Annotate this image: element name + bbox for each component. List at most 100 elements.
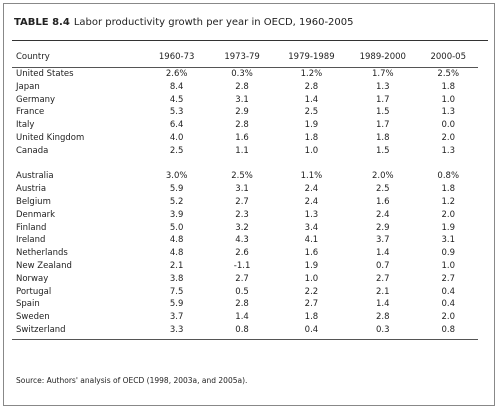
country-cell: Netherlands — [16, 248, 68, 259]
country-cell: United Kingdom — [16, 132, 85, 143]
value-cell: 1.1 — [235, 145, 249, 156]
value-cell: 3.3 — [144, 323, 209, 340]
country-cell: Spain — [16, 299, 40, 310]
value-cell: 0.4 — [275, 323, 348, 340]
country-cell: Australia — [16, 171, 54, 182]
value-cell: 1.5 — [376, 107, 390, 118]
value-cell: 2.8 — [235, 81, 249, 92]
value-cell: 2.9 — [235, 107, 249, 118]
value-cell: 1.6 — [235, 132, 249, 143]
table-row: Norway 3.8 2.7 1.0 2.7 2.7 — [12, 273, 478, 286]
value-cell: 1.7% — [371, 69, 394, 79]
value-cell: 4.5 — [169, 94, 184, 105]
value-cell: 0.0 — [441, 120, 455, 131]
country-cell: Italy — [16, 120, 35, 131]
value-cell: 1.9 — [441, 222, 455, 233]
value-cell: 8.4 — [169, 81, 184, 92]
table-row: Japan 8.4 2.8 2.8 1.3 1.8 — [12, 81, 478, 94]
value-cell: 2.8 — [235, 120, 249, 131]
table-row: Ireland 4.8 4.3 4.1 3.7 3.1 — [12, 234, 478, 247]
value-cell: 1.8 — [304, 132, 319, 143]
value-cell: 2.0% — [371, 171, 394, 182]
value-cell: 7.5 — [169, 286, 184, 297]
value-cell: 1.0 — [441, 260, 455, 271]
value-cell: 0.3% — [231, 69, 253, 79]
value-cell: 1.7 — [376, 94, 390, 105]
value-cell: 2.0 — [441, 312, 455, 323]
value-cell: 0.7 — [376, 260, 390, 271]
value-cell: 2.8 — [304, 81, 319, 92]
value-cell: 5.9 — [169, 184, 184, 195]
column-header: 1979-1989 — [275, 50, 348, 68]
table-row: Belgium 5.2 2.7 2.4 1.6 1.2 — [12, 196, 478, 209]
value-cell: 1.2% — [300, 69, 323, 79]
value-cell: 1.0 — [441, 94, 455, 105]
country-cell: Belgium — [16, 196, 51, 207]
value-cell: 3.1 — [235, 184, 249, 195]
value-cell: 1.0 — [304, 145, 319, 156]
value-cell: 1.4 — [304, 94, 319, 105]
value-cell: 2.0 — [441, 209, 455, 220]
value-cell: 1.4 — [376, 248, 390, 259]
table: Country 1960-73 1973-79 1979-1989 1989-2000 2… — [12, 50, 478, 340]
country-cell: France — [16, 107, 45, 118]
value-cell: 5.9 — [169, 299, 184, 310]
value-cell: 1.3 — [304, 209, 319, 220]
value-cell: 4.0 — [169, 132, 184, 143]
value-cell: 3.1 — [441, 235, 455, 246]
value-cell: 0.8 — [208, 323, 276, 340]
value-cell: 1.1% — [300, 171, 323, 182]
value-cell: 2.4 — [304, 196, 319, 207]
value-cell: 3.7 — [376, 235, 390, 246]
value-cell: 1.5 — [376, 145, 390, 156]
value-cell: 3.2 — [235, 222, 249, 233]
country-cell: Portugal — [16, 286, 52, 297]
value-cell: 5.2 — [169, 196, 184, 207]
table-row: Finland 5.0 3.2 3.4 2.9 1.9 — [12, 222, 478, 235]
table-body: United States 2.6% 0.3% 1.2% 1.7% 2.5% Japan 8.… — [12, 68, 478, 340]
country-cell: New Zealand — [16, 260, 72, 271]
column-header: 1989-2000 — [347, 50, 419, 68]
value-cell: 2.8 — [235, 299, 249, 310]
spacer — [12, 158, 478, 171]
value-cell: 0.5 — [235, 286, 249, 297]
value-cell: 0.9 — [441, 248, 455, 259]
table-row: Germany 4.5 3.1 1.4 1.7 1.0 — [12, 94, 478, 107]
table-title: TABLE 8.4 Labor productivity growth per y… — [14, 17, 354, 28]
value-cell: 3.0% — [165, 171, 188, 182]
table-caption: Labor productivity growth per year in OE… — [73, 17, 354, 28]
value-cell: 2.3 — [235, 209, 249, 220]
table-row: Canada 2.5 1.1 1.0 1.5 1.3 — [12, 145, 478, 158]
value-cell: 1.6 — [304, 248, 319, 259]
value-cell: 2.4 — [376, 209, 390, 220]
value-cell: 2.7 — [441, 273, 455, 284]
value-cell: -1.1 — [233, 260, 251, 271]
value-cell: 3.9 — [169, 209, 184, 220]
value-cell: 1.0 — [304, 273, 319, 284]
header-row: Country 1960-73 1973-79 1979-1989 1989-2000 2… — [12, 50, 478, 68]
table-row: Sweden 3.7 1.4 1.8 2.8 2.0 — [12, 311, 478, 324]
table-row: Australia 3.0% 2.5% 1.1% 2.0% 0.8% — [12, 170, 478, 183]
value-cell: 4.3 — [235, 235, 249, 246]
value-cell: 1.9 — [304, 120, 319, 131]
country-cell: Ireland — [16, 235, 46, 246]
country-cell: Japan — [16, 81, 40, 92]
table-row: Austria 5.9 3.1 2.4 2.5 1.8 — [12, 183, 478, 196]
table-row: Portugal 7.5 0.5 2.2 2.1 0.4 — [12, 286, 478, 299]
value-cell: 4.8 — [169, 235, 184, 246]
column-header: Country — [12, 50, 145, 68]
table-row: France 5.3 2.9 2.5 1.5 1.3 — [12, 106, 478, 119]
value-cell: 6.4 — [169, 120, 184, 131]
table-row: Denmark 3.9 2.3 1.3 2.4 2.0 — [12, 209, 478, 222]
country-cell: Switzerland — [12, 323, 145, 340]
value-cell: 2.0 — [441, 132, 455, 143]
value-cell: 1.8 — [304, 312, 319, 323]
value-cell: 2.5% — [437, 69, 460, 79]
value-cell: 0.8% — [437, 171, 460, 182]
value-cell: 1.3 — [376, 81, 390, 92]
value-cell: 2.9 — [376, 222, 390, 233]
table-head: Country 1960-73 1973-79 1979-1989 1989-2000 2… — [12, 50, 478, 68]
value-cell: 5.3 — [169, 107, 184, 118]
country-cell: Denmark — [16, 209, 56, 220]
